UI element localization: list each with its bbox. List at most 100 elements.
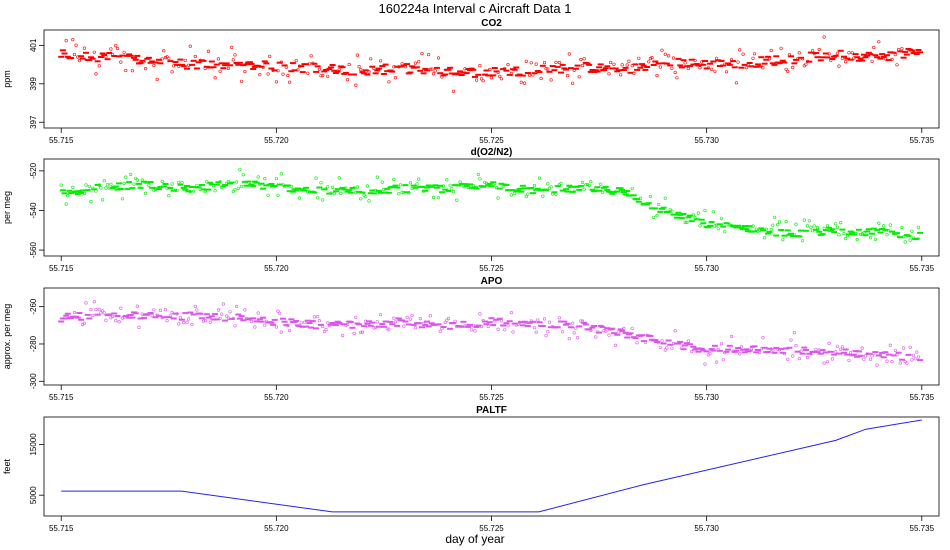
data-point [643, 340, 648, 344]
data-point [147, 183, 151, 187]
data-point [178, 316, 182, 320]
data-point [657, 340, 661, 345]
data-point [622, 326, 626, 331]
data-point [445, 318, 449, 322]
data-point [451, 89, 456, 93]
data-point [736, 60, 740, 64]
data-point [890, 360, 894, 364]
data-point [802, 64, 806, 68]
data-point [844, 237, 848, 241]
data-point [810, 49, 815, 53]
data-point [402, 324, 406, 328]
data-point [789, 338, 793, 342]
data-point [683, 220, 687, 224]
panel-1 [39, 158, 940, 261]
data-point [344, 323, 348, 327]
data-point [630, 64, 634, 68]
data-point [268, 54, 272, 59]
data-point [102, 179, 106, 183]
scatter-points [58, 300, 924, 367]
data-point [666, 54, 671, 58]
data-point [135, 178, 139, 182]
data-point [868, 236, 873, 240]
x-axis-label: day of year [445, 532, 504, 546]
data-point [885, 359, 889, 363]
data-point [577, 75, 581, 79]
panel-title: d(O2/N2) [471, 147, 513, 158]
x-tick-label: 55.730 [694, 524, 719, 533]
data-point [180, 181, 184, 185]
data-point [827, 52, 831, 56]
data-point [302, 320, 307, 324]
data-point [152, 63, 156, 68]
data-point [723, 230, 727, 234]
data-point [365, 184, 370, 188]
data-point [329, 191, 333, 195]
data-point [256, 311, 260, 315]
data-point [243, 69, 247, 74]
data-point [450, 187, 454, 191]
data-point [635, 341, 639, 345]
x-tick-label: 55.730 [694, 264, 719, 273]
data-point [878, 353, 883, 357]
data-point [709, 67, 714, 71]
data-point [534, 62, 538, 66]
data-point [647, 60, 651, 64]
data-point [670, 346, 674, 350]
data-point [241, 173, 245, 177]
data-point [537, 176, 542, 180]
data-point [478, 312, 482, 316]
data-point [316, 196, 320, 200]
data-point [850, 51, 854, 55]
data-point [835, 51, 840, 55]
data-point [84, 183, 88, 187]
data-point [206, 49, 211, 54]
data-point [235, 180, 239, 184]
data-point [392, 316, 396, 320]
data-point [908, 238, 912, 242]
x-tick-label: 55.715 [49, 393, 74, 402]
data-point [170, 310, 174, 315]
data-point [372, 66, 376, 71]
data-point [898, 361, 902, 365]
data-point [888, 223, 892, 227]
data-point [359, 67, 363, 72]
data-point [276, 193, 280, 197]
data-point [276, 69, 280, 73]
data-point [792, 331, 797, 335]
panel-frame [43, 158, 940, 257]
data-point [630, 186, 634, 190]
data-point [607, 333, 611, 337]
data-point [839, 221, 843, 225]
data-point [387, 327, 391, 331]
data-point [703, 208, 707, 213]
data-point [565, 73, 570, 78]
data-point [299, 321, 303, 325]
data-point [443, 320, 447, 324]
data-point [385, 327, 389, 331]
data-point [71, 37, 75, 42]
data-point [901, 346, 906, 350]
data-point [557, 316, 562, 320]
panel-title: CO2 [481, 18, 502, 29]
data-point [527, 73, 532, 77]
data-point [847, 51, 851, 55]
data-point [539, 76, 543, 81]
data-point [729, 334, 734, 339]
y-tick-label: 399 [29, 77, 38, 91]
data-point [739, 345, 744, 349]
data-point [110, 314, 115, 319]
data-point [839, 347, 843, 351]
x-tick-label: 55.715 [49, 524, 74, 533]
data-point [772, 215, 777, 219]
data-point [724, 70, 729, 74]
data-point [104, 318, 108, 322]
data-point [511, 330, 515, 334]
data-point [324, 187, 328, 191]
data-point [532, 184, 537, 188]
data-point [453, 319, 457, 323]
data-point [473, 329, 477, 333]
data-point [534, 330, 538, 334]
data-point [413, 326, 418, 330]
data-point [403, 64, 408, 69]
